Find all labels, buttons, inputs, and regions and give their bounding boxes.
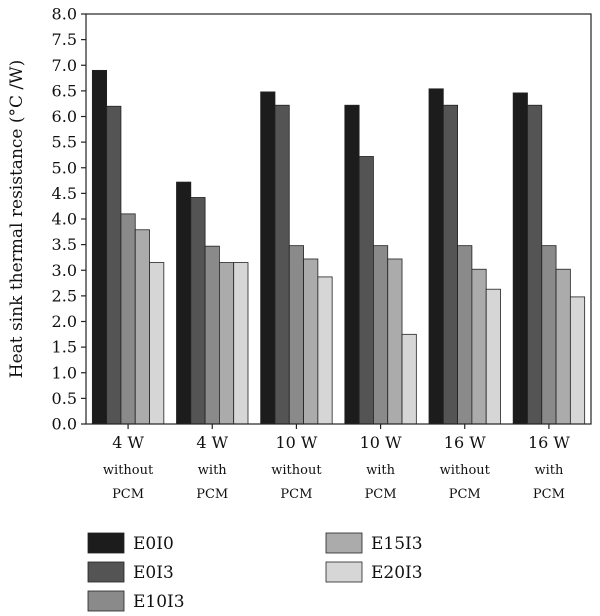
bar-e15i3-0 bbox=[134, 229, 150, 425]
bar-e0i0-4 bbox=[428, 88, 444, 425]
x-tick-label: 10 W bbox=[275, 433, 317, 452]
bar-e20i3-3 bbox=[401, 333, 417, 425]
y-tick-label: 6.0 bbox=[52, 107, 77, 126]
x-tick-sublabel: PCM bbox=[533, 487, 565, 502]
x-tick-sublabel: without bbox=[440, 463, 491, 478]
bar-e0i3-0 bbox=[106, 105, 122, 425]
bar-e0i3-5 bbox=[527, 104, 543, 425]
bar-e15i3-3 bbox=[387, 258, 403, 425]
y-tick-label: 2.0 bbox=[52, 312, 77, 331]
bar-e0i0-1 bbox=[176, 181, 192, 425]
bar-e20i3-1 bbox=[233, 262, 249, 425]
y-tick-label: 5.5 bbox=[52, 133, 77, 152]
y-tick-label: 4.5 bbox=[52, 184, 77, 203]
x-tick-label: 4 W bbox=[112, 433, 144, 452]
bar-e20i3-4 bbox=[485, 288, 501, 425]
legend-label: E0I0 bbox=[133, 534, 174, 554]
y-tick-label: 7.5 bbox=[52, 30, 77, 49]
bar-e15i3-2 bbox=[303, 258, 319, 425]
bars-layer bbox=[91, 69, 586, 425]
legend-label: E10I3 bbox=[133, 592, 185, 612]
bar-e0i0-2 bbox=[260, 91, 276, 425]
x-tick-sublabel: with bbox=[534, 463, 564, 478]
x-tick-label: 10 W bbox=[360, 433, 402, 452]
bar-e15i3-1 bbox=[218, 262, 235, 425]
x-tick-sublabel: PCM bbox=[449, 487, 481, 502]
bar-e20i3-2 bbox=[317, 276, 333, 425]
x-tick-sublabel: PCM bbox=[112, 487, 144, 502]
x-tick-label: 16 W bbox=[528, 433, 570, 452]
y-axis-title: Heat sink thermal resistance (°C /W) bbox=[7, 60, 27, 378]
bar-e10i3-0 bbox=[120, 213, 136, 425]
y-tick-label: 7.0 bbox=[52, 56, 77, 75]
bar-e10i3-3 bbox=[373, 245, 389, 425]
y-axis: 0.0 0.5 1.0 1.5 2.0 2.5 3.0 3.5 4.0 4.5 5.0 5.5 6.0 6… bbox=[52, 5, 592, 434]
legend: E0I0 E0I3 E10I3 E15I3 E20I3 bbox=[87, 532, 423, 612]
y-tick-label: 0.0 bbox=[52, 415, 77, 434]
legend-label: E15I3 bbox=[371, 534, 423, 554]
y-tick-label: 3.0 bbox=[52, 261, 77, 280]
x-tick-sublabel: PCM bbox=[196, 487, 228, 502]
bar-e10i3-2 bbox=[288, 245, 304, 425]
y-tick-label: 5.0 bbox=[52, 158, 77, 177]
y-tick-label: 0.5 bbox=[52, 389, 77, 408]
bar-e10i3-1 bbox=[204, 245, 220, 425]
legend-item-e0i3: E0I3 bbox=[87, 561, 174, 583]
x-tick-sublabel: with bbox=[366, 463, 396, 478]
bar-e0i0-3 bbox=[344, 104, 360, 425]
legend-item-e0i0: E0I0 bbox=[87, 532, 174, 554]
bar-e0i0-5 bbox=[512, 92, 528, 425]
x-axis: 4 W without PCM 4 W with PCM 10 W without PCM 10 … bbox=[103, 424, 570, 502]
legend-swatch bbox=[87, 561, 125, 583]
y-tick-label: 4.0 bbox=[52, 210, 77, 229]
bar-e20i3-5 bbox=[569, 296, 586, 425]
y-tick-label: 3.5 bbox=[52, 235, 77, 254]
legend-label: E0I3 bbox=[133, 563, 174, 583]
bar-e15i3-5 bbox=[555, 268, 571, 425]
x-tick-sublabel: PCM bbox=[280, 487, 312, 502]
bar-e15i3-4 bbox=[471, 268, 487, 425]
bar-e0i3-3 bbox=[358, 156, 374, 425]
x-tick-sublabel: PCM bbox=[365, 487, 397, 502]
legend-swatch bbox=[87, 532, 125, 554]
x-tick-sublabel: without bbox=[103, 463, 154, 478]
bar-e20i3-0 bbox=[149, 262, 165, 425]
bar-e10i3-4 bbox=[457, 245, 473, 425]
x-tick-sublabel: without bbox=[271, 463, 322, 478]
bar-e0i3-2 bbox=[274, 104, 290, 425]
x-tick-label: 4 W bbox=[196, 433, 228, 452]
legend-swatch bbox=[87, 590, 125, 612]
legend-label: E20I3 bbox=[371, 563, 423, 583]
y-tick-label: 6.5 bbox=[52, 81, 77, 100]
x-tick-label: 16 W bbox=[444, 433, 486, 452]
legend-item-e15i3: E15I3 bbox=[325, 532, 423, 554]
x-tick-sublabel: with bbox=[198, 463, 228, 478]
bar-e0i0-0 bbox=[91, 69, 108, 425]
bar-e10i3-5 bbox=[541, 245, 557, 425]
bar-e0i3-4 bbox=[442, 104, 458, 425]
y-tick-label: 2.5 bbox=[52, 286, 77, 305]
legend-item-e10i3: E10I3 bbox=[87, 590, 185, 612]
y-tick-label: 1.0 bbox=[52, 363, 77, 382]
bar-e0i3-1 bbox=[190, 197, 206, 425]
legend-item-e20i3: E20I3 bbox=[325, 561, 423, 583]
legend-swatch bbox=[325, 532, 363, 554]
y-tick-label: 8.0 bbox=[52, 5, 77, 24]
legend-swatch bbox=[325, 561, 363, 583]
y-tick-label: 1.5 bbox=[52, 338, 77, 357]
